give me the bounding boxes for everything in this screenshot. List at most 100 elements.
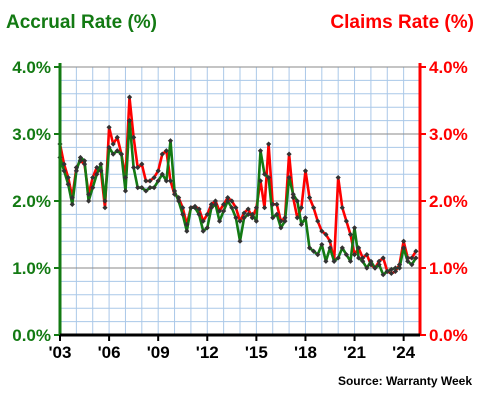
accrual-point <box>270 215 276 221</box>
axes <box>54 63 426 341</box>
accrual-point <box>360 258 366 264</box>
claims-point <box>323 231 329 238</box>
accrual-point <box>114 148 120 154</box>
claims-point <box>233 205 239 211</box>
right-axis-title: Claims Rate (%) <box>330 12 474 33</box>
claims-point <box>356 245 362 251</box>
claims-point <box>261 205 268 211</box>
claims-point <box>110 141 116 147</box>
accrual-point <box>372 265 378 271</box>
accrual-point <box>323 258 329 264</box>
accrual-point <box>388 266 394 272</box>
claims-point <box>319 228 325 234</box>
accrual-point <box>405 258 411 264</box>
claims-point <box>114 134 120 140</box>
accrual-point <box>65 181 71 187</box>
accrual-point <box>73 168 79 174</box>
accrual-point <box>135 185 141 191</box>
accrual-point <box>266 174 272 181</box>
accrual-point <box>221 208 227 214</box>
claims-point <box>360 255 366 261</box>
claims-point <box>73 164 79 171</box>
claims-point <box>327 238 333 244</box>
x-tick-label: '09 <box>147 343 170 362</box>
claims-point <box>180 205 186 211</box>
claims-point <box>159 151 165 157</box>
left-tick-label: 4.0% <box>12 58 51 77</box>
claims-point <box>81 161 88 167</box>
claims-point <box>335 174 341 181</box>
claims-point <box>216 208 223 214</box>
accrual-point <box>261 171 268 177</box>
claims-point <box>237 218 243 224</box>
accrual-point <box>61 168 67 174</box>
accrual-point <box>274 211 280 217</box>
claims-point <box>184 221 190 228</box>
accrual-point <box>294 198 300 204</box>
claims-point <box>77 158 84 164</box>
claims-point <box>315 218 321 224</box>
claims-point <box>225 195 231 201</box>
accrual-point <box>392 265 399 271</box>
claims-point <box>364 252 370 258</box>
claims-point <box>294 215 300 221</box>
accrual-point <box>335 255 341 261</box>
right-tick-label: 4.0% <box>429 58 468 77</box>
accrual-point <box>327 245 333 251</box>
x-tick-label: '06 <box>98 343 121 362</box>
x-tick-label: '12 <box>196 343 219 362</box>
claims-point <box>249 215 255 221</box>
right-tick-label: 0.0% <box>429 326 468 345</box>
x-tick-label: '24 <box>392 343 415 362</box>
claims-point <box>212 198 219 204</box>
accrual-point <box>311 248 317 254</box>
claims-point <box>176 195 182 201</box>
claims-point <box>347 231 354 238</box>
claims-point <box>282 215 288 221</box>
accrual-point <box>122 188 129 194</box>
claims-point <box>163 148 169 154</box>
accrual-point <box>343 252 349 258</box>
accrual-point <box>151 185 157 191</box>
right-tick-label: 1.0% <box>429 259 468 278</box>
claims-point <box>306 195 313 201</box>
accrual-point <box>200 228 206 234</box>
claims-point <box>61 161 67 167</box>
claims-point <box>94 164 100 171</box>
claims-point <box>102 205 108 211</box>
accrual-point <box>180 211 186 217</box>
claims-point <box>241 210 247 216</box>
claims-point <box>376 258 382 264</box>
claims-point <box>106 124 112 130</box>
claims-point <box>290 195 296 201</box>
accrual-point <box>208 205 214 211</box>
claims-point <box>396 262 403 268</box>
claims-point <box>204 211 210 217</box>
claims-point <box>86 191 92 197</box>
accrual-point <box>69 201 75 207</box>
claims-point <box>65 174 71 181</box>
accrual-point <box>216 218 223 224</box>
claims-point <box>229 198 235 204</box>
accrual-point <box>131 164 137 171</box>
accrual-point <box>282 218 288 224</box>
claims-point <box>147 178 153 184</box>
claims-point <box>122 174 129 181</box>
accrual-point <box>176 198 182 204</box>
accrual-point <box>413 255 419 261</box>
claims-point <box>274 201 280 207</box>
accrual-point <box>409 262 415 268</box>
accrual-point <box>159 171 165 177</box>
claims-point <box>131 134 137 140</box>
accrual-point <box>192 205 198 211</box>
claims-point <box>151 174 157 181</box>
claims-point <box>266 141 272 147</box>
claims-point <box>339 205 345 211</box>
accrual-point <box>94 171 100 177</box>
accrual-point <box>245 211 251 217</box>
left-tick-label: 0.0% <box>12 326 51 345</box>
accrual-point <box>302 215 309 221</box>
claims-point <box>413 248 419 254</box>
claims-point <box>257 178 264 184</box>
claims-point <box>270 201 276 207</box>
